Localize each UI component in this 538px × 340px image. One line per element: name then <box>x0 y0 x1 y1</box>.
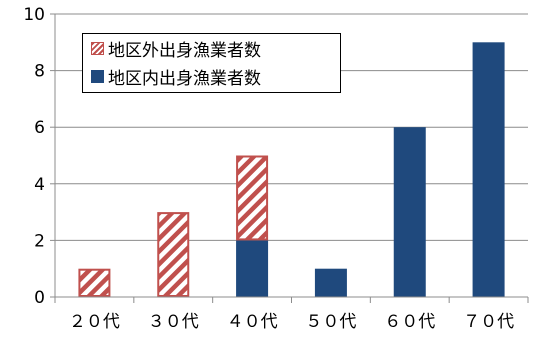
legend-item-inside: 地区内出身漁業者数 <box>91 65 261 89</box>
legend-item-outside: 地区外出身漁業者数 <box>91 37 261 61</box>
x-tick-labels: ２０代 ３０代 ４０代 ５０代 ６０代 ７０代 <box>69 312 514 332</box>
y-tick-label: 6 <box>34 118 45 138</box>
x-tick-label: ７０代 <box>463 312 514 332</box>
legend: 地区外出身漁業者数 地区内出身漁業者数 <box>82 33 341 93</box>
legend-swatch-solid <box>91 69 104 83</box>
y-tick-label: 0 <box>34 288 45 308</box>
bar-outside-1 <box>78 268 111 298</box>
bar-inside-4 <box>314 268 347 297</box>
legend-swatch-hatched <box>91 41 104 55</box>
bar-outside-2 <box>157 212 190 298</box>
bar-inside-3 <box>236 240 269 297</box>
y-tick-label: 10 <box>23 5 45 25</box>
bars <box>78 42 505 298</box>
x-tick-label: ５０代 <box>305 312 356 332</box>
bar-inside-6 <box>472 42 505 297</box>
x-tick-label: ２０代 <box>69 312 120 332</box>
y-tick-label: 4 <box>34 175 45 195</box>
y-tick-label: 2 <box>34 231 45 251</box>
x-tick-label: ３０代 <box>148 312 199 332</box>
x-tick-label: ４０代 <box>227 312 278 332</box>
y-tick-label: 8 <box>34 62 45 82</box>
x-tick-label: ６０代 <box>384 312 435 332</box>
bar-inside-5 <box>393 127 426 297</box>
axes <box>50 13 529 303</box>
y-tick-labels: 0 2 4 6 8 10 <box>23 5 45 308</box>
legend-label-inside: 地区内出身漁業者数 <box>108 68 261 89</box>
legend-label-outside: 地区外出身漁業者数 <box>108 40 261 61</box>
bar-outside-3 <box>236 155 269 241</box>
